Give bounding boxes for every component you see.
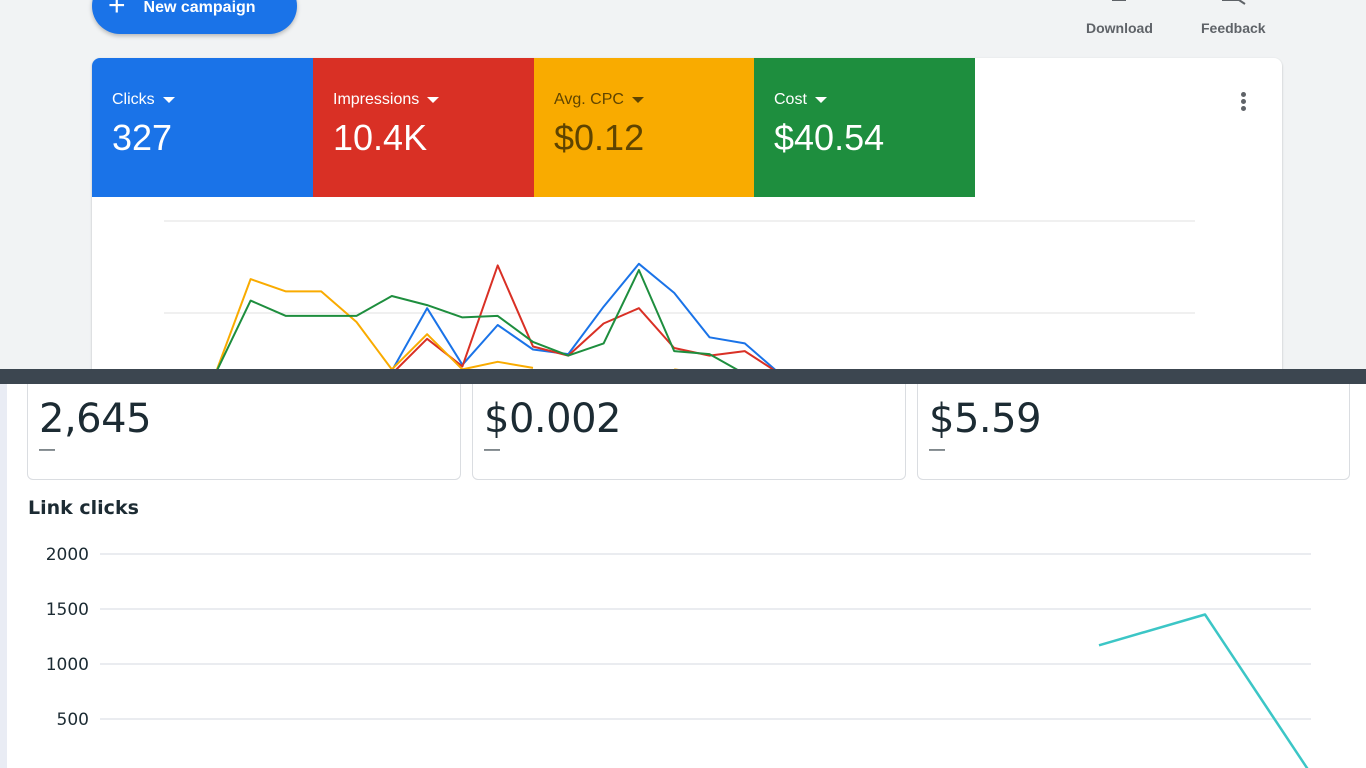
- download-icon: [1112, 0, 1127, 1]
- metric-label: Clicks: [112, 91, 155, 108]
- metric-impressions[interactable]: Impressions 10.4K: [313, 58, 534, 197]
- y-tick-label: 2000: [46, 545, 89, 565]
- y-tick-label: 1500: [46, 600, 89, 620]
- plus-icon: +: [108, 0, 126, 22]
- series-line-cost: [216, 269, 738, 369]
- google-ads-panel: + New campaign Download Feedback Clicks …: [0, 0, 1366, 369]
- more-options-icon[interactable]: [1237, 92, 1249, 112]
- left-edge: [0, 384, 7, 768]
- series-line-link-clicks: [1098, 613, 1309, 768]
- metric-value: $40.54: [774, 117, 885, 158]
- caret-down-icon: [427, 97, 440, 103]
- stat-value: 2,645: [39, 396, 152, 442]
- new-campaign-button[interactable]: + New campaign: [92, 0, 297, 34]
- screenshot-divider: [0, 369, 1366, 384]
- stat-value: $5.59: [929, 396, 1042, 442]
- stat-delta: —: [929, 441, 945, 458]
- series-line-clicks: [391, 262, 776, 369]
- stat-delta: —: [484, 441, 500, 458]
- stat-card: $0.002 —: [472, 384, 906, 480]
- metric-value: 10.4K: [333, 117, 428, 158]
- link-clicks-title: Link clicks: [28, 497, 139, 519]
- caret-down-icon: [814, 97, 827, 103]
- feedback-button[interactable]: Feedback: [1201, 0, 1266, 36]
- series-line-impressions: [395, 264, 775, 369]
- metric-avg-cpc[interactable]: Avg. CPC $0.12: [534, 58, 755, 197]
- link-clicks-chart: 2000 1500 1000 500: [46, 545, 1311, 768]
- caret-down-icon: [631, 97, 644, 103]
- stat-card: 2,645 —: [27, 384, 461, 480]
- metric-clicks[interactable]: Clicks 327: [92, 58, 313, 197]
- feedback-icon: [1222, 0, 1246, 5]
- metric-label: Avg. CPC: [554, 91, 624, 108]
- stat-delta: —: [39, 441, 55, 458]
- caret-down-icon: [162, 97, 175, 103]
- y-tick-label: 1000: [46, 655, 89, 675]
- ads-manager-panel: 2,645 — $0.002 — $5.59 — Link clicks 200…: [0, 384, 1366, 768]
- download-label: Download: [1086, 20, 1153, 36]
- metric-value: 327: [112, 117, 173, 158]
- metric-label: Cost: [774, 91, 807, 108]
- new-campaign-label: New campaign: [143, 0, 256, 16]
- series-line-avg-cpc: [216, 278, 534, 369]
- stat-value: $0.002: [484, 396, 621, 442]
- performance-chart: [164, 220, 1195, 369]
- y-tick-label: 500: [57, 710, 89, 730]
- metric-label: Impressions: [333, 91, 420, 108]
- metric-cost[interactable]: Cost $40.54: [754, 58, 975, 197]
- download-button[interactable]: Download: [1086, 0, 1153, 36]
- stat-card: $5.59 —: [917, 384, 1350, 480]
- performance-card: Clicks 327 Impressions 10.4K Avg. CPC $0…: [92, 58, 1282, 369]
- feedback-label: Feedback: [1201, 20, 1266, 36]
- metric-value: $0.12: [554, 117, 645, 158]
